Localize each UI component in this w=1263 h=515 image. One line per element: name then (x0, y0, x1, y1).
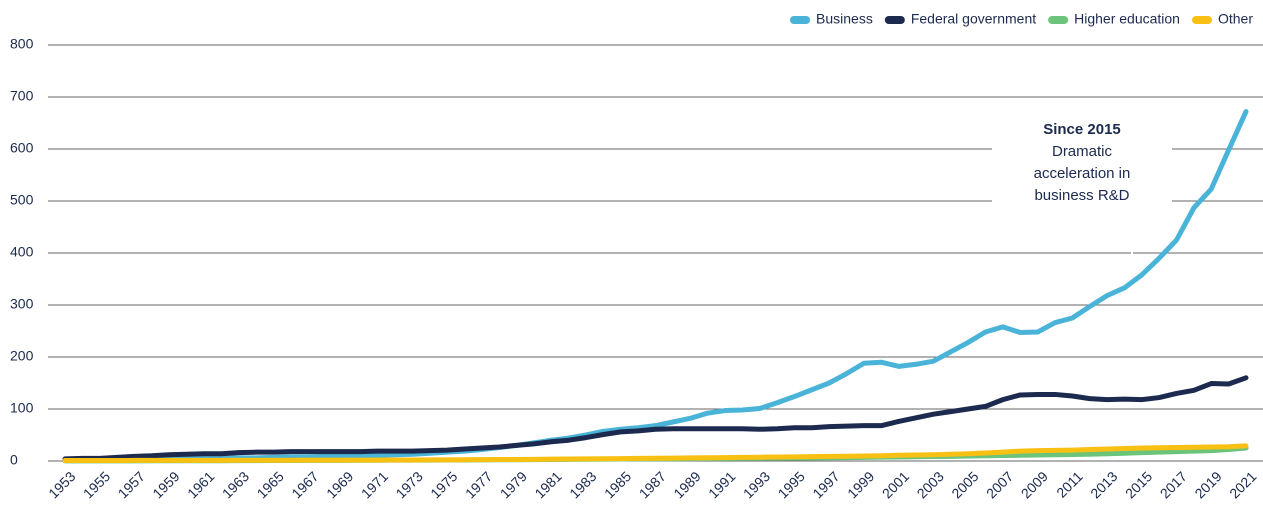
series-line (62, 443, 1249, 463)
x-tick-label: 1959 (149, 468, 182, 501)
y-tick-label: 0 (10, 452, 18, 468)
x-tick-label: 2011 (1053, 468, 1086, 501)
y-tick-label: 600 (10, 140, 34, 156)
x-tick-label: 1987 (636, 468, 669, 501)
x-tick-label: 1961 (184, 468, 217, 501)
legend-swatch (884, 16, 905, 24)
x-tick-label: 1965 (254, 468, 287, 501)
x-tick-label: 1969 (323, 468, 356, 501)
series-line (62, 109, 1249, 463)
y-tick-label: 100 (10, 400, 34, 416)
legend-label: Federal government (911, 11, 1036, 27)
y-tick-label: 200 (10, 348, 34, 364)
annotation-text: business R&D (1034, 187, 1129, 204)
x-tick-label: 1999 (844, 468, 877, 501)
legend-swatch (1191, 16, 1212, 24)
x-tick-label: 1981 (531, 468, 564, 501)
y-tick-label: 400 (10, 244, 34, 260)
x-tick-label: 2009 (1018, 468, 1051, 501)
x-tick-label: 1989 (670, 468, 703, 501)
x-tick-label: 2019 (1191, 468, 1224, 501)
legend-label: Business (816, 11, 873, 27)
x-tick-label: 2021 (1226, 468, 1259, 501)
x-tick-label: 2013 (1087, 468, 1120, 501)
x-tick-label: 2007 (983, 468, 1016, 501)
x-tick-label: 2003 (914, 468, 947, 501)
x-tick-label: 2001 (879, 468, 912, 501)
x-tick-label: 1975 (427, 468, 460, 501)
x-tick-label: 1979 (497, 468, 530, 501)
x-tick-label: 1953 (45, 468, 78, 501)
x-tick-label: 1967 (288, 468, 321, 501)
legend-swatch (1048, 16, 1069, 24)
annotation-box (992, 108, 1172, 222)
x-tick-label: 1983 (566, 468, 599, 501)
x-tick-label: 1977 (462, 468, 495, 501)
annotation-title: Since 2015 (1043, 121, 1121, 138)
y-tick-label: 300 (10, 296, 34, 312)
series-line (62, 375, 1249, 462)
y-tick-label: 500 (10, 192, 34, 208)
x-tick-label: 1995 (775, 468, 808, 501)
x-tick-label: 1955 (80, 468, 113, 501)
x-tick-label: 1971 (358, 468, 391, 501)
x-tick-label: 1985 (601, 468, 634, 501)
x-tick-label: 1991 (705, 468, 738, 501)
x-tick-label: 1993 (740, 468, 773, 501)
annotation-text: Dramatic (1052, 143, 1113, 160)
annotation-text: acceleration in (1034, 165, 1131, 182)
y-tick-label: 700 (10, 88, 34, 104)
legend-label: Higher education (1074, 11, 1180, 27)
x-tick-label: 2015 (1122, 468, 1155, 501)
y-tick-label: 800 (10, 36, 34, 52)
legend-label: Other (1218, 11, 1253, 27)
x-tick-label: 2005 (948, 468, 981, 501)
x-tick-label: 1997 (809, 468, 842, 501)
x-tick-label: 1973 (392, 468, 425, 501)
legend-swatch (790, 16, 811, 24)
x-tick-label: 2017 (1157, 468, 1190, 501)
x-tick-label: 1963 (219, 468, 252, 501)
x-tick-label: 1957 (115, 468, 148, 501)
